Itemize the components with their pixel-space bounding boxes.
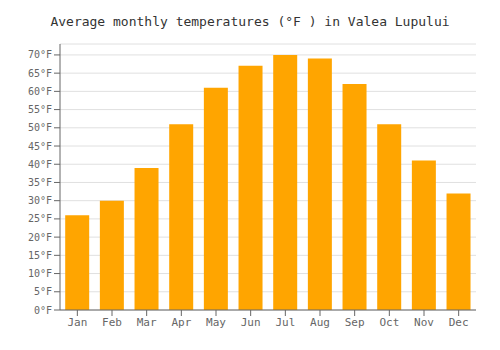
svg-text:35°F: 35°F <box>28 177 52 188</box>
svg-text:55°F: 55°F <box>28 104 52 115</box>
svg-text:50°F: 50°F <box>28 122 52 133</box>
svg-text:May: May <box>206 316 226 329</box>
svg-text:Apr: Apr <box>171 316 191 329</box>
svg-text:20°F: 20°F <box>28 232 52 243</box>
html-text:Average monthly temperatures (: Average monthly temperatures (°F ) in Va… <box>50 14 450 29</box>
svg-text:25°F: 25°F <box>28 213 52 224</box>
svg-text:Oct: Oct <box>379 316 399 329</box>
svg-text:65°F: 65°F <box>28 68 52 79</box>
svg-text:Sep: Sep <box>345 316 365 329</box>
svg-text:40°F: 40°F <box>28 159 52 170</box>
svg-text:Aug: Aug <box>310 316 330 329</box>
svg-text:Dec: Dec <box>449 316 469 329</box>
svg-text:15°F: 15°F <box>28 250 52 261</box>
svg-text:Jul: Jul <box>275 316 295 329</box>
svg-text:10°F: 10°F <box>28 268 52 279</box>
svg-text:Nov: Nov <box>414 316 434 329</box>
svg-text:30°F: 30°F <box>28 195 52 206</box>
svg-text:Feb: Feb <box>102 316 122 329</box>
svg-text:5°F: 5°F <box>34 286 52 297</box>
svg-text:45°F: 45°F <box>28 141 52 152</box>
svg-text:Jan: Jan <box>67 316 87 329</box>
svg-text:Mar: Mar <box>137 316 157 329</box>
svg-text:0°F: 0°F <box>34 305 52 316</box>
svg-text:60°F: 60°F <box>28 86 52 97</box>
svg-text:70°F: 70°F <box>28 49 52 60</box>
svg-text:Jun: Jun <box>241 316 261 329</box>
